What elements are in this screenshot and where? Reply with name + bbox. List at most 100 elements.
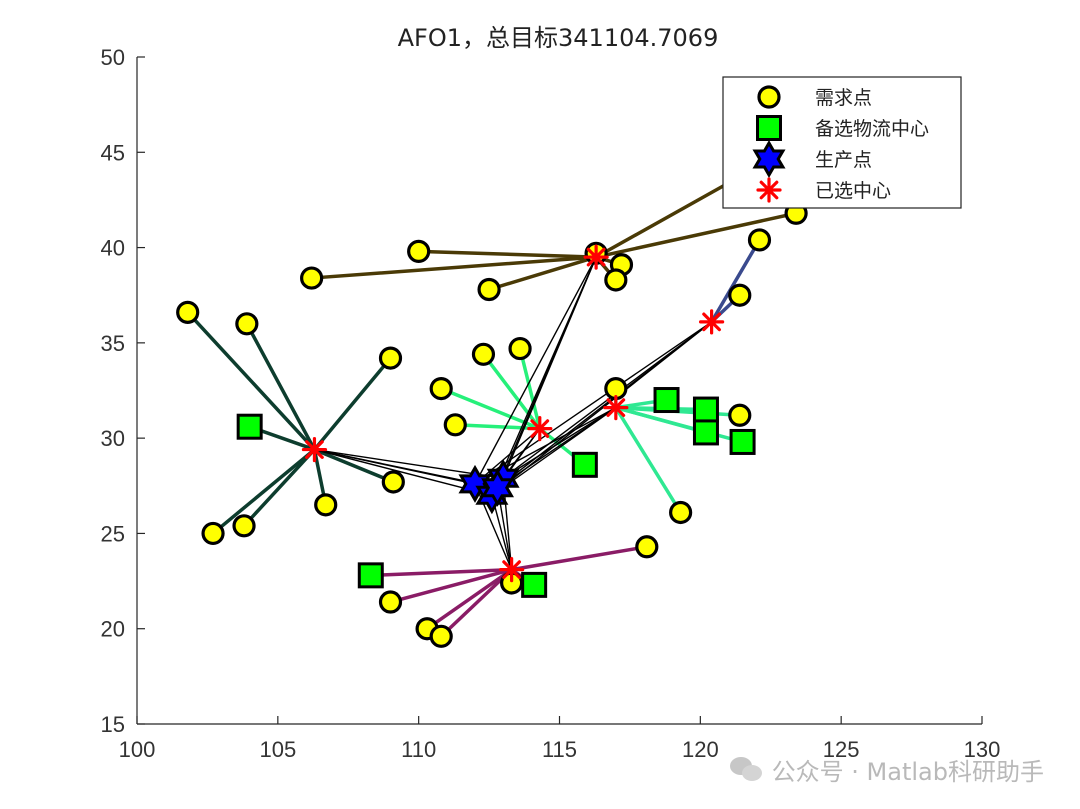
demand-point: [728, 403, 752, 427]
demand-point: [477, 277, 501, 302]
demand-point: [604, 268, 628, 292]
demand-point: [429, 376, 453, 401]
asterisk-stroke: [502, 560, 521, 580]
supply-line: [502, 407, 617, 479]
axes: 100 105 110 115 120 125 130 15 20 25 30 35 40 45 50: [101, 45, 1001, 762]
legend-asterisk-icon: [756, 177, 782, 203]
watermark: 公众号 · Matlab科研助手: [729, 752, 1044, 787]
candidate-center: [521, 571, 548, 598]
supply-line: [474, 321, 712, 485]
legend-label: 生产点: [815, 149, 872, 171]
demand-point: [407, 239, 431, 263]
demand-point: [176, 300, 200, 324]
service-line: [453, 423, 542, 431]
service-line: [309, 255, 598, 280]
demand-point: [378, 590, 403, 614]
x-tick-label: 105: [259, 737, 296, 762]
y-tick-label: 15: [101, 712, 125, 737]
asterisk-stroke: [530, 419, 550, 438]
x-tick-label: 130: [964, 737, 1001, 762]
x-tick-label: 125: [823, 737, 860, 762]
y-tick-label: 40: [101, 236, 125, 261]
service-line: [614, 405, 745, 444]
legend-label: 备选物流中心: [815, 118, 929, 140]
watermark-text: 公众号 · Matlab科研助手: [771, 758, 1044, 786]
service-line: [388, 567, 514, 604]
service-line: [439, 567, 514, 639]
asterisk-stroke: [606, 398, 626, 418]
service-line: [312, 356, 393, 452]
candidate-center: [236, 413, 263, 440]
service-line: [425, 567, 514, 631]
supply-line: [474, 256, 597, 485]
y-tick-label: 50: [101, 45, 125, 70]
y-tick-label: 30: [101, 426, 125, 451]
service-line: [509, 545, 649, 572]
service-line: [416, 249, 598, 259]
candidate-center: [357, 562, 384, 589]
service-line: [185, 310, 317, 452]
candidate-center: [571, 451, 598, 478]
x-tick-label: 115: [542, 737, 577, 762]
supply-line: [496, 256, 597, 488]
wechat-icon: [729, 756, 764, 783]
y-tick-label: 20: [101, 617, 125, 642]
service-line: [518, 346, 542, 431]
legend-label: 需求点: [815, 87, 872, 109]
service-line: [369, 567, 514, 578]
service-line: [614, 405, 683, 515]
legend-circle-icon: [757, 85, 781, 109]
asterisk-stroke: [702, 312, 721, 332]
candidate-center: [653, 387, 680, 414]
demand-point: [314, 493, 338, 517]
demand-point: [669, 500, 693, 525]
service-line: [481, 352, 542, 431]
demand-point: [728, 283, 752, 307]
demand-point: [471, 342, 496, 366]
selected-center: [499, 557, 525, 583]
demand-point: [201, 521, 225, 546]
asterisk-stroke: [586, 247, 606, 267]
candidate-center: [692, 419, 719, 446]
demand-point: [378, 346, 403, 370]
demand-point: [443, 413, 467, 437]
x-tick-label: 120: [682, 737, 719, 762]
selected-center: [527, 416, 553, 442]
demand-point: [300, 266, 324, 290]
service-line: [312, 447, 396, 484]
y-tick-label: 25: [101, 521, 125, 546]
selected-center: [301, 436, 328, 463]
service-line: [245, 322, 317, 452]
asterisk-stroke: [759, 180, 779, 200]
demand-point: [429, 624, 453, 648]
selected-center: [698, 309, 725, 335]
candidate-center: [692, 396, 719, 423]
legend-square-icon: [756, 115, 782, 141]
demand-point: [508, 336, 532, 361]
service-line: [594, 173, 745, 259]
candidate-center: [729, 428, 756, 455]
demand-point: [635, 535, 659, 559]
selected-center: [583, 244, 609, 270]
service-line: [211, 447, 317, 536]
legend-label: 已选中心: [815, 180, 891, 202]
y-tick-label: 35: [101, 331, 125, 356]
supply-line: [497, 407, 617, 489]
supply-line: [497, 321, 713, 489]
service-line: [242, 447, 317, 528]
selected-center: [603, 395, 629, 421]
asterisk-stroke: [305, 440, 324, 459]
legend-box: [722, 76, 962, 209]
production-point: [481, 468, 514, 507]
markers: [176, 163, 808, 648]
chart-title: AFO1，总目标341104.7069: [398, 24, 719, 52]
x-tick-label: 100: [119, 737, 156, 762]
demand-point: [747, 228, 772, 252]
service-line: [487, 255, 598, 292]
y-tick-label: 45: [101, 140, 125, 165]
legend-hexagram-icon: [752, 139, 786, 179]
demand-point: [235, 312, 259, 336]
x-tick-label: 110: [401, 737, 436, 762]
service-line: [709, 238, 762, 324]
